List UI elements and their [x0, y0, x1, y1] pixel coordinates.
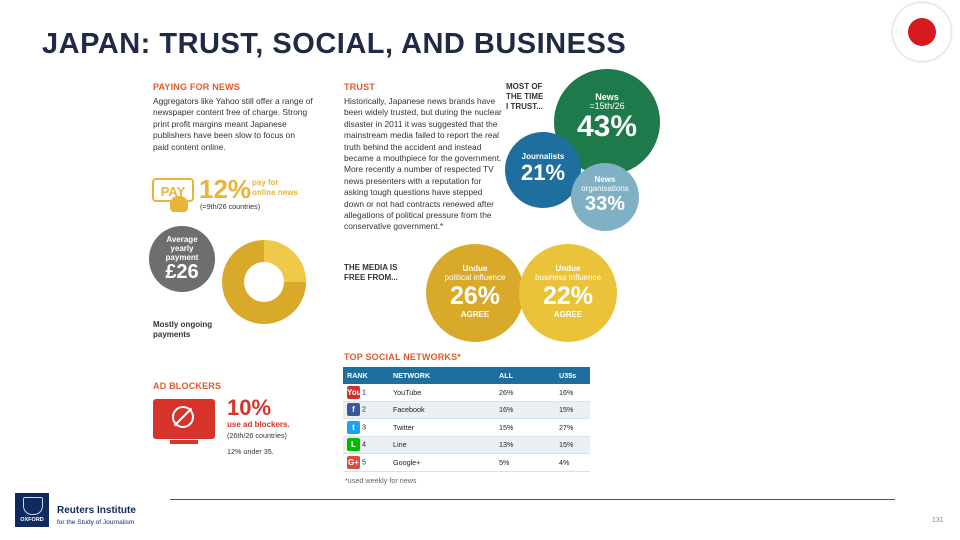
orgs-title-1: News [594, 175, 616, 184]
paying-heading: PAYING FOR NEWS [153, 82, 241, 92]
row-all: 16% [495, 401, 555, 419]
news-title: News [595, 92, 619, 102]
business-value: 22% [542, 282, 594, 310]
avg-value: £26 [165, 261, 199, 283]
col-rank: RANK [343, 367, 389, 384]
row-network: Facebook [389, 401, 495, 419]
table-row: G+ 5 Google+ 5% 4% [343, 453, 590, 472]
most-label-3: I TRUST... [506, 102, 543, 111]
most-label-1: MOST OF [506, 82, 543, 91]
table-row: f 2 Facebook 16% 15% [343, 401, 590, 419]
business-label-2: business influence [535, 273, 601, 282]
pay-percent: 12% [199, 174, 252, 204]
row-rank: You 1 [343, 384, 389, 402]
row-rank: t 3 [343, 418, 389, 437]
row-rank: f 2 [343, 401, 389, 419]
average-payment-circle: Average yearly payment £26 [149, 226, 215, 292]
row-all: 15% [495, 418, 555, 437]
row-all: 13% [495, 436, 555, 454]
political-label-2: political influence [444, 273, 506, 282]
news-value: 43% [576, 110, 638, 143]
avg-label-2: yearly [170, 244, 194, 253]
monitor-icon [153, 399, 215, 439]
paying-text: Aggregators like Yahoo still offer a ran… [153, 96, 313, 152]
col-all: ALL [495, 367, 555, 384]
trust-heading: TRUST [344, 82, 375, 92]
table-row: t 3 Twitter 15% 27% [343, 418, 590, 437]
journalists-value: 21% [520, 160, 566, 185]
trust-orgs-circle: News organisations 33% [571, 163, 639, 231]
free-label-2: FREE FROM... [344, 273, 398, 282]
row-u35: 15% [555, 401, 590, 419]
social-heading: TOP SOCIAL NETWORKS* [344, 352, 462, 362]
mostly-label-2: payments [153, 330, 191, 339]
political-label-1: Undue [462, 264, 488, 273]
row-network: YouTube [389, 384, 495, 402]
adblock-value: 10% [227, 395, 272, 420]
hand-icon [170, 196, 188, 212]
political-agree: AGREE [460, 310, 490, 319]
political-value: 26% [449, 282, 501, 310]
payment-donut-chart [222, 240, 306, 324]
row-rank: G+ 5 [343, 453, 389, 472]
col-network: NETWORK [389, 367, 495, 384]
most-label-2: THE TIME [506, 92, 544, 101]
row-u35: 4% [555, 453, 590, 472]
free-label-1: THE MEDIA IS [344, 263, 398, 272]
reuters-logo-title: Reuters Institute [57, 505, 136, 516]
adblock-line1: use ad blockers. [227, 420, 290, 429]
political-influence-circle: Undue political influence 26% AGREE [426, 244, 524, 342]
row-network: Google+ [389, 453, 495, 472]
social-footnote: *used weekly for news [345, 476, 417, 485]
adblock-line2: (26th/26 countries) [227, 431, 287, 440]
table-row: You 1 YouTube 26% 16% [343, 384, 590, 402]
business-influence-circle: Undue business influence 22% AGREE [519, 244, 617, 342]
network-icon: G+ [347, 455, 360, 469]
trust-news-circle: News =15th/26 43% [554, 69, 660, 175]
trust-text: Historically, Japanese news brands have … [344, 96, 502, 232]
adblock-heading: AD BLOCKERS [153, 381, 222, 391]
footer-divider [170, 499, 895, 500]
row-network: Twitter [389, 418, 495, 437]
trust-journalists-circle: Journalists 21% [505, 132, 581, 208]
reuters-logo-subtitle: for the Study of Journalism [57, 519, 135, 526]
social-networks-table: RANK NETWORK ALL U35s You 1 YouTube 26% 16%… [343, 367, 590, 472]
table-header-row: RANK NETWORK ALL U35s [343, 367, 590, 384]
pay-caption-1: pay for [252, 178, 279, 187]
mostly-label-1: Mostly ongoing [153, 320, 213, 329]
col-u35: U35s [555, 367, 590, 384]
business-label-1: Undue [555, 264, 581, 273]
page-number: 131 [932, 517, 944, 524]
business-agree: AGREE [553, 310, 583, 319]
row-u35: 27% [555, 418, 590, 437]
avg-label-3: payment [165, 253, 199, 262]
table-row: L 4 Line 13% 15% [343, 436, 590, 454]
row-rank: L 4 [343, 436, 389, 454]
adblock-line3: 12% under 35. [227, 447, 274, 456]
pay-caption-2: online news [252, 188, 298, 197]
network-icon: f [347, 403, 360, 417]
oxford-logo: OXFORD [15, 493, 49, 527]
row-u35: 16% [555, 384, 590, 402]
pay-rank: (=9th/26 countries) [200, 202, 261, 211]
row-network: Line [389, 436, 495, 454]
orgs-title-2: organisations [581, 184, 629, 193]
avg-label-1: Average [166, 235, 198, 244]
row-all: 5% [495, 453, 555, 472]
news-rank: =15th/26 [589, 101, 625, 111]
network-icon: L [347, 438, 360, 452]
network-icon: You [347, 385, 362, 399]
orgs-value: 33% [584, 193, 626, 215]
journalists-title: Journalists [521, 152, 565, 161]
row-u35: 15% [555, 436, 590, 454]
row-all: 26% [495, 384, 555, 402]
slide-title: JAPAN: TRUST, SOCIAL, AND BUSINESS [42, 28, 627, 60]
network-icon: t [347, 420, 360, 434]
japan-flag-icon [892, 2, 952, 62]
